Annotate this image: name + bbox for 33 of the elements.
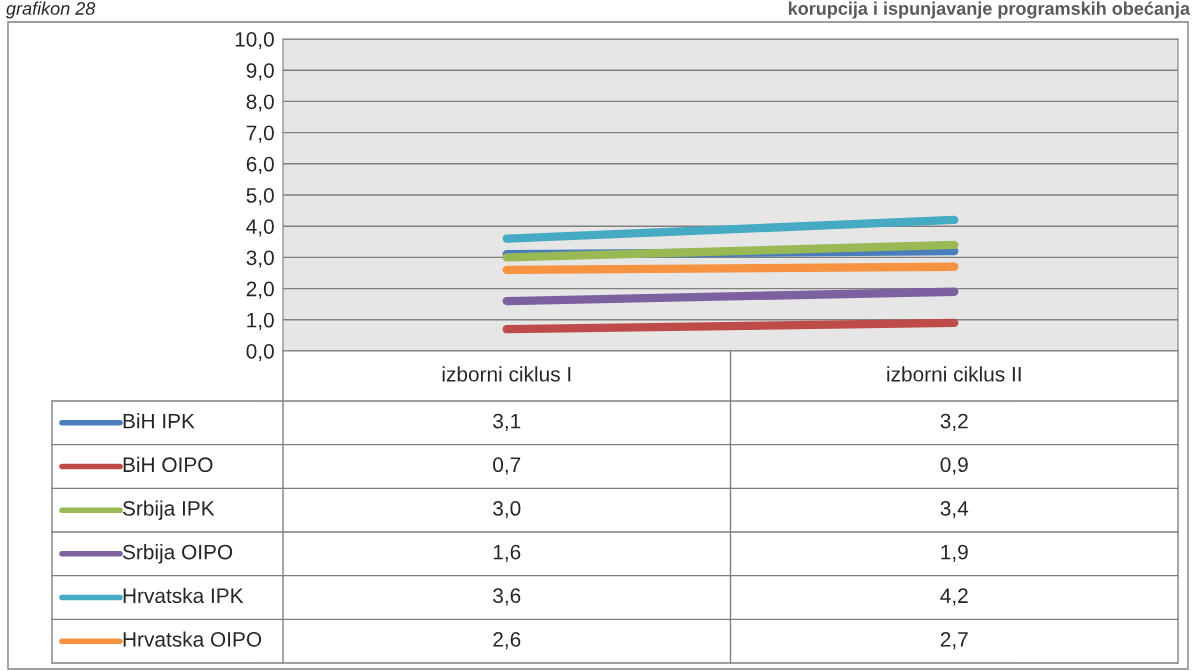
data-label: 3,4 bbox=[940, 501, 969, 519]
data-label: 0,7 bbox=[493, 457, 521, 475]
y-tick-label: 0,0 bbox=[246, 344, 274, 362]
legend-label: Srbija OIPO bbox=[122, 544, 233, 564]
y-tick-label: 10,0 bbox=[235, 32, 274, 50]
legend-label: Hrvatska OIPO bbox=[123, 631, 262, 647]
legend-label: BiH IPK bbox=[123, 413, 195, 429]
data-label: 2,7 bbox=[940, 632, 968, 650]
data-label: 4,2 bbox=[940, 588, 968, 606]
y-tick-label: 5,0 bbox=[246, 188, 274, 206]
y-tick-label: 1,0 bbox=[247, 312, 274, 331]
text: grafikon 28 bbox=[6, 1, 96, 19]
y-tick-label: 7,0 bbox=[246, 125, 274, 143]
legend-label: Hrvatska IPK bbox=[123, 587, 244, 604]
data-label: 2,6 bbox=[493, 632, 521, 650]
y-tick-label: 3,0 bbox=[246, 250, 274, 268]
x-tick-label: izborni ciklus I bbox=[442, 366, 571, 382]
legend-label: Srbija IPK bbox=[122, 500, 215, 520]
y-tick-label: 9,0 bbox=[246, 63, 274, 81]
data-label: 1,6 bbox=[493, 544, 521, 562]
data-label: 0,9 bbox=[940, 457, 968, 475]
data-label: 3,6 bbox=[493, 588, 521, 606]
data-label: 3,0 bbox=[493, 501, 521, 519]
y-tick-label: 6,0 bbox=[246, 156, 274, 175]
y-tick-label: 4,0 bbox=[246, 219, 274, 237]
x-tick-label: izborni ciklus II bbox=[887, 366, 1021, 382]
data-label: 1,9 bbox=[941, 544, 968, 562]
text: korupcija i ispunjavanje programskih obećanja bbox=[788, 1, 1191, 19]
data-label: 3,2 bbox=[940, 413, 968, 431]
y-tick-label: 2,0 bbox=[246, 281, 274, 299]
y-tick-label: 8,0 bbox=[246, 94, 274, 112]
legend-label: BiH OIPO bbox=[123, 456, 213, 473]
data-label: 3,1 bbox=[493, 413, 521, 431]
